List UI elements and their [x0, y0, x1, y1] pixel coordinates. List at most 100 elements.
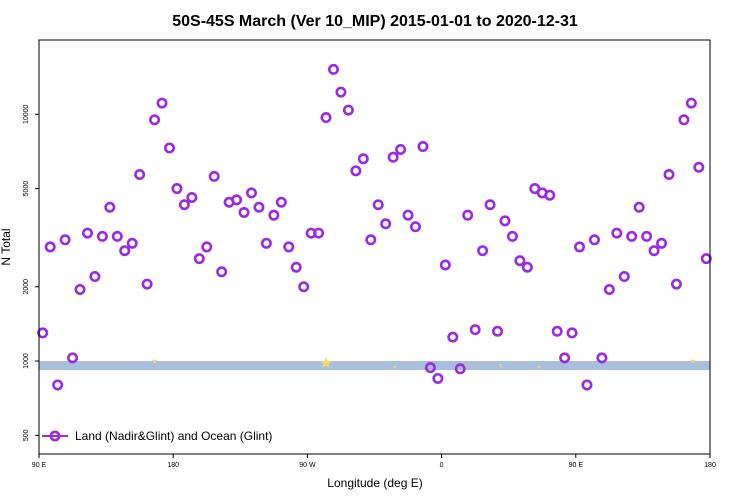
legend-marker — [49, 430, 61, 442]
data-point — [52, 379, 64, 391]
data-point — [402, 209, 414, 221]
data-point — [477, 245, 489, 257]
data-point — [260, 237, 272, 249]
data-point — [320, 112, 332, 124]
data-point — [633, 201, 645, 213]
x-tick-label: 90 E — [32, 462, 47, 469]
data-point — [656, 237, 668, 249]
data-point — [596, 352, 608, 364]
data-point — [156, 97, 168, 109]
y-axis: 500 1000 2000 5000 10000 — [23, 104, 39, 441]
data-point — [574, 241, 586, 253]
data-point — [201, 241, 213, 253]
data-point — [641, 230, 653, 242]
data-point — [96, 230, 108, 242]
data-point — [275, 196, 287, 208]
data-point — [559, 352, 571, 364]
data-point — [484, 199, 496, 211]
star-point — [392, 365, 397, 369]
data-point — [611, 227, 623, 239]
data-point — [618, 271, 630, 283]
chart-title: 50S-45S March (Ver 10_MIP) 2015-01-01 to… — [172, 13, 578, 30]
data-point — [193, 253, 205, 265]
data-point — [268, 209, 280, 221]
x-tick-label: 90 W — [299, 462, 316, 469]
data-point — [514, 255, 526, 267]
x-tick-label: 90 E — [569, 462, 584, 469]
data-point — [313, 227, 325, 239]
data-point — [372, 199, 384, 211]
data-point — [395, 143, 407, 155]
data-point — [424, 362, 436, 374]
star-point — [320, 357, 332, 369]
data-point — [178, 199, 190, 211]
data-point — [149, 114, 161, 126]
data-point — [67, 352, 79, 364]
data-point — [245, 187, 257, 199]
data-point — [417, 141, 429, 153]
data-point — [581, 379, 593, 391]
y-tick-label: 10000 — [23, 104, 30, 124]
star-point — [498, 363, 503, 368]
data-point — [700, 253, 712, 265]
data-point — [186, 191, 198, 203]
data-point — [670, 278, 682, 290]
data-point — [387, 151, 399, 163]
x-tick-label: 180 — [704, 462, 716, 469]
data-point — [59, 234, 71, 246]
data-point — [648, 245, 660, 257]
data-point — [432, 372, 444, 384]
y-tick-label: 5000 — [23, 181, 30, 197]
x-axis: 90 E 180 90 W 0 90 E 180 — [32, 454, 716, 469]
data-point — [693, 161, 705, 173]
data-point — [37, 327, 49, 339]
data-point — [335, 86, 347, 98]
data-point — [327, 63, 339, 75]
data-point — [380, 218, 392, 230]
data-point — [171, 183, 183, 195]
x-tick-label: 180 — [167, 462, 179, 469]
data-point — [551, 325, 563, 337]
y-tick-label: 2000 — [23, 279, 30, 295]
data-point — [462, 209, 474, 221]
data-point — [216, 266, 228, 278]
data-point — [238, 206, 250, 218]
data-point — [342, 104, 354, 116]
data-point — [566, 327, 578, 339]
data-point — [499, 215, 511, 227]
data-point — [141, 278, 153, 290]
data-point — [104, 201, 116, 213]
x-tick-label: 0 — [440, 462, 444, 469]
data-point — [454, 363, 466, 375]
data-point — [231, 194, 243, 206]
data-point — [89, 271, 101, 283]
data-point — [111, 230, 123, 242]
data-point — [588, 234, 600, 246]
data-point — [469, 324, 481, 336]
data-point — [163, 142, 175, 154]
data-point — [678, 114, 690, 126]
data-point — [506, 230, 518, 242]
data-point — [410, 221, 422, 233]
data-point — [74, 283, 86, 295]
legend: Land (Nadir&Glint) and Ocean (Glint) — [42, 429, 272, 443]
data-point — [350, 165, 362, 177]
data-point — [439, 259, 451, 271]
data-point — [253, 201, 265, 213]
data-point — [685, 97, 697, 109]
legend-label: Land (Nadir&Glint) and Ocean (Glint) — [75, 429, 272, 443]
data-point — [134, 169, 146, 181]
data-point — [126, 237, 138, 249]
star-point — [537, 365, 542, 369]
data-point — [492, 325, 504, 337]
plot-frame — [38, 39, 711, 455]
data-point — [447, 331, 459, 343]
star-point — [690, 358, 696, 364]
data-point — [626, 230, 638, 242]
data-point — [521, 261, 533, 273]
data-point — [544, 189, 556, 201]
data-point — [208, 170, 220, 182]
y-axis-title: N Total — [0, 228, 13, 265]
data-point — [81, 227, 93, 239]
